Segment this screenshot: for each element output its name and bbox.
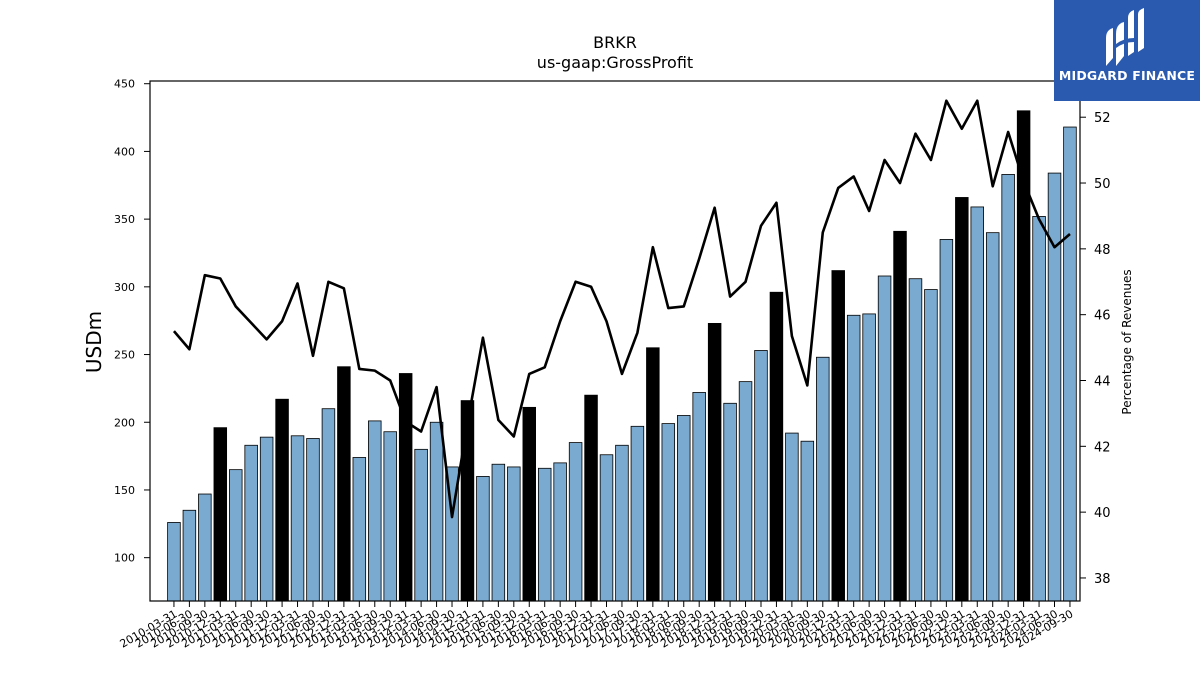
- bar: [754, 350, 768, 602]
- bar: [677, 415, 691, 602]
- bar: [800, 440, 815, 602]
- bar: [877, 275, 892, 602]
- y-tick-label: 150: [114, 484, 135, 497]
- y2-tick-label: 44: [1094, 374, 1111, 389]
- bar: [939, 239, 954, 602]
- bar: [584, 394, 598, 602]
- bar: [383, 431, 397, 602]
- bar: [1063, 126, 1077, 602]
- line-group: [172, 99, 1071, 519]
- bar: [893, 230, 907, 602]
- bar: [568, 442, 583, 602]
- logo: MIDGARD FINANCE: [1054, 0, 1200, 101]
- bar: [615, 444, 629, 602]
- bar: [290, 435, 305, 602]
- y2-tick-label: 50: [1094, 177, 1111, 192]
- bar: [723, 402, 737, 602]
- y2-tick-label: 38: [1094, 572, 1111, 587]
- y-tick-label: 400: [114, 145, 135, 158]
- bar: [924, 289, 938, 602]
- logo-text: MIDGARD FINANCE: [1058, 68, 1196, 83]
- y2-tick-label: 40: [1094, 506, 1111, 521]
- percentage-line: [172, 99, 1071, 519]
- bar: [908, 278, 923, 602]
- chart-title: BRKR: [593, 33, 637, 52]
- bar: [646, 347, 660, 602]
- bar: [630, 425, 645, 602]
- bar: [213, 427, 228, 602]
- bar: [985, 232, 1000, 602]
- y-tick-label: 100: [114, 552, 135, 565]
- bar: [846, 314, 861, 602]
- bar: [553, 462, 567, 602]
- bar: [831, 270, 845, 602]
- bar: [1032, 216, 1046, 602]
- bar: [352, 457, 367, 602]
- y-tick-label: 250: [114, 349, 135, 362]
- bar: [785, 432, 799, 602]
- bar: [491, 463, 506, 602]
- bar: [862, 313, 876, 602]
- bar: [321, 408, 336, 602]
- bar: [429, 421, 444, 602]
- bar: [816, 356, 830, 602]
- y-tick-label: 200: [114, 416, 135, 429]
- bar: [707, 322, 722, 602]
- bar: [275, 398, 289, 602]
- y2-axis-label: Percentage of Revenues: [1120, 269, 1134, 414]
- bar: [955, 197, 969, 602]
- bar: [167, 522, 181, 602]
- bar: [229, 469, 243, 602]
- bar: [692, 392, 706, 602]
- plot-frame: [149, 80, 1081, 602]
- y-tick-label: 350: [114, 213, 135, 226]
- bar: [182, 509, 197, 602]
- y-axis-label: USDm: [82, 311, 106, 373]
- logo-mark-icon: [1106, 8, 1144, 66]
- bar: [476, 476, 490, 602]
- y-tick-label: 300: [114, 281, 135, 294]
- y-tick-label: 450: [114, 78, 135, 91]
- bar: [259, 436, 274, 602]
- bar: [1001, 174, 1015, 602]
- bar: [337, 366, 351, 602]
- bar: [537, 467, 552, 602]
- y2-tick-label: 42: [1094, 440, 1111, 455]
- y2-tick-label: 48: [1094, 243, 1111, 258]
- bar: [769, 291, 784, 602]
- bar: [661, 423, 676, 602]
- bar: [198, 493, 212, 602]
- bar: [738, 381, 753, 602]
- bar: [599, 454, 614, 602]
- bar: [970, 206, 984, 602]
- bar: [522, 406, 536, 602]
- bar: [244, 444, 258, 602]
- y2-tick-label: 46: [1094, 309, 1111, 324]
- bar: [368, 420, 382, 602]
- bar: [507, 466, 521, 602]
- bar: [414, 448, 428, 602]
- chart-subtitle: us-gaap:GrossProfit: [537, 53, 693, 72]
- bar: [306, 438, 320, 602]
- bar-group: [167, 110, 1077, 602]
- axes: 100 150 200 250 300 350 400 450 38 40 42 44 46 48 50 52…: [114, 78, 1111, 651]
- y2-tick-label: 52: [1094, 111, 1111, 126]
